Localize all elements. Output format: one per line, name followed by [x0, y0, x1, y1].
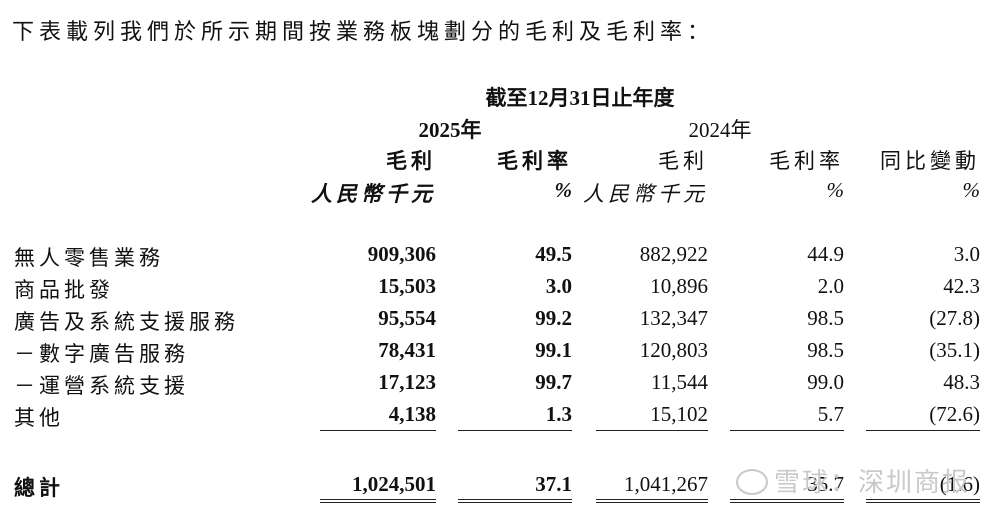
subtotal-rule	[458, 430, 572, 431]
gm-2025-cell: 3.0	[545, 274, 572, 298]
row-label: 廣告及系統支援服務	[14, 310, 239, 334]
total-gm-2025: 37.1	[535, 472, 572, 496]
gp-2024-cell: 11,544	[651, 370, 708, 394]
gp-2025-cell: 4,138	[388, 402, 436, 426]
gp-2025-cell: 17,123	[378, 370, 436, 394]
yoy-cell: (27.8)	[929, 306, 980, 330]
gm-2025-cell: 99.7	[535, 370, 572, 394]
gp-2025-cell: 15,503	[378, 274, 436, 298]
col-gp-2024: 毛利	[658, 149, 708, 173]
gp-2024-cell: 132,347	[639, 306, 708, 330]
unit-gm-2025: %	[554, 178, 573, 202]
unit-yoy: %	[962, 178, 981, 202]
yoy-cell: (35.1)	[929, 338, 980, 362]
subtotal-rule	[596, 430, 708, 431]
subtotal-rule	[866, 430, 980, 431]
period-header: 截至12月31日止年度	[485, 86, 675, 110]
year-2024-header: 2024年	[688, 118, 752, 142]
yoy-cell: 48.3	[943, 370, 980, 394]
total-double-rule	[596, 499, 708, 503]
row-label: －數字廣告服務	[14, 342, 189, 366]
intro-text: 下表載列我們於所示期間按業務板塊劃分的毛利及毛利率：	[12, 19, 715, 44]
gm-2024-cell: 98.5	[807, 306, 844, 330]
total-label: 總計	[14, 476, 64, 500]
gp-2024-cell: 882,922	[639, 242, 708, 266]
col-gp-2025: 毛利	[386, 149, 436, 173]
subtotal-rule	[320, 430, 436, 431]
gm-2024-cell: 98.5	[807, 338, 844, 362]
unit-gp-2025: 人民幣千元	[311, 182, 436, 206]
row-label: 商品批發	[14, 278, 114, 302]
total-double-rule	[866, 499, 980, 503]
yoy-cell: 42.3	[943, 274, 980, 298]
yoy-cell: (72.6)	[929, 402, 980, 426]
gp-2025-cell: 95,554	[378, 306, 436, 330]
gm-2024-cell: 44.9	[807, 242, 844, 266]
gp-2024-cell: 120,803	[639, 338, 708, 362]
gm-2024-cell: 2.0	[817, 274, 844, 298]
total-gp-2024: 1,041,267	[624, 472, 708, 496]
watermark-text: 雪球：深圳商报	[774, 468, 971, 498]
snowball-logo-icon	[736, 468, 768, 495]
row-label: 其他	[14, 406, 64, 430]
total-gm-2024: 35.7	[807, 472, 844, 496]
year-2025-header: 2025年	[418, 118, 482, 142]
total-gp-2025: 1,024,501	[352, 472, 436, 496]
col-gm-2025: 毛利率	[497, 149, 572, 173]
total-double-rule	[458, 499, 572, 503]
gm-2025-cell: 49.5	[535, 242, 572, 266]
row-label: －運營系統支援	[14, 374, 189, 398]
gm-2025-cell: 1.3	[545, 402, 572, 426]
subtotal-rule	[730, 430, 844, 431]
unit-gp-2024: 人民幣千元	[583, 182, 708, 206]
gm-2025-cell: 99.2	[535, 306, 572, 330]
gm-2025-cell: 99.1	[535, 338, 572, 362]
col-yoy: 同比變動	[880, 149, 980, 173]
gm-2024-cell: 5.7	[817, 402, 844, 426]
col-gm-2024: 毛利率	[769, 149, 844, 173]
row-label: 無人零售業務	[14, 246, 164, 270]
watermark: 雪球：深圳商报	[736, 462, 970, 499]
gm-2024-cell: 99.0	[807, 370, 844, 394]
total-double-rule	[320, 499, 436, 503]
unit-gm-2024: %	[826, 178, 845, 202]
total-double-rule	[730, 499, 844, 503]
gp-2025-cell: 909,306	[367, 242, 436, 266]
gp-2025-cell: 78,431	[378, 338, 436, 362]
gp-2024-cell: 10,896	[650, 274, 708, 298]
gp-2024-cell: 15,102	[650, 402, 708, 426]
yoy-cell: 3.0	[953, 242, 980, 266]
total-yoy: (1.6)	[939, 472, 980, 496]
